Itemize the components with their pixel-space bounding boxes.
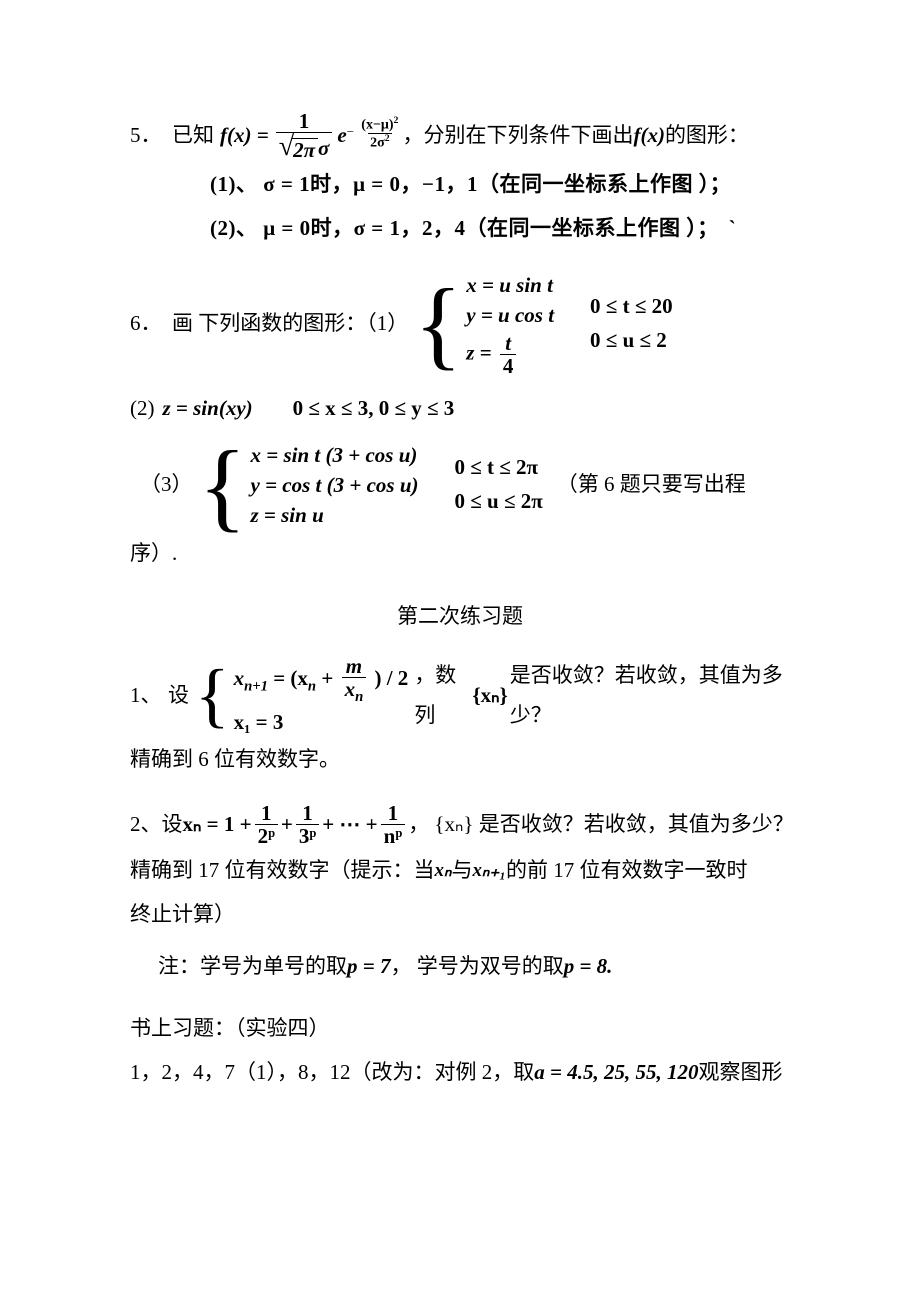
- s2q1-pre: 设: [168, 676, 189, 716]
- q6-cond1: 0 ≤ t ≤ 20 0 ≤ u ≤ 2: [590, 290, 673, 357]
- q6-p2-label: (2): [130, 389, 155, 429]
- s2q1-line2: 精确到 6 位有效数字。: [130, 740, 790, 780]
- q5-e: e: [337, 116, 346, 156]
- s2q1-sys: { xn+1 = (xn + m xn ) / 2 x₁ = 3: [195, 655, 408, 736]
- q6-p2-cond: 0 ≤ x ≤ 3, 0 ≤ y ≤ 3: [293, 389, 455, 429]
- backtick-mark: `: [729, 209, 736, 249]
- q6-p2-expr: z = sin(xy): [163, 389, 253, 429]
- q5-sqrt: √ 2π: [279, 133, 318, 161]
- s2q2-number: 2、: [130, 805, 162, 845]
- s2q1-l2: x₁ = 3: [234, 708, 409, 736]
- s2q2-pre: 设: [162, 805, 183, 845]
- section2-title: 第二次练习题: [130, 597, 790, 637]
- s2q2-tail: ， {xₙ} 是否收敛？若收敛，其值为多少？: [408, 805, 794, 845]
- left-brace-icon-3: {: [199, 448, 247, 523]
- s2q1-frac: m xn: [342, 655, 367, 706]
- q5-exp-frac: (x−μ)2 2σ2: [359, 116, 400, 150]
- q6-line1: 6． 画 下列函数的图形：（1） { x = u sin t y = u cos…: [130, 271, 790, 377]
- book-title: 书上习题：（实验四）: [130, 1009, 790, 1049]
- q5-flhs: f(x) =: [220, 116, 269, 156]
- q6-cond3-c1: 0 ≤ t ≤ 2π: [455, 451, 543, 485]
- q6-p3-label: （3）: [140, 465, 193, 505]
- s2q2-f2: 1 3ᵖ: [296, 802, 319, 847]
- q6-sys3: { x = sin t (3 + cos u) y = cos t (3 + c…: [199, 441, 419, 530]
- q5-fx: f(x): [633, 116, 664, 156]
- q5-sigma: σ: [318, 136, 329, 160]
- q5-prefix: 已知: [172, 116, 214, 156]
- q6-tailnote: （第 6 题只要写出程: [557, 465, 746, 505]
- s2q1-line: 1、 设 { xn+1 = (xn + m xn ) / 2 x₁ = 3 ，数…: [130, 655, 790, 736]
- book-line: 1，2，4，7（1），8，12（改为：对例 2，取 a = 4.5, 25, 5…: [130, 1053, 790, 1093]
- q6-part3: （3） { x = sin t (3 + cos u) y = cos t (3…: [130, 441, 790, 530]
- q6-cond1-c1: 0 ≤ t ≤ 20: [590, 290, 673, 324]
- q5-line: 5． 已知 f(x) = 1 √ 2π σ e − (x−μ)2 2σ2 ，分别…: [130, 110, 790, 161]
- s2q2-line2: 精确到 17 位有效数字（提示：当 xₙ 与 xₙ₊₁ 的前 17 位有效数字一…: [130, 851, 790, 891]
- s2q1-sys-lines: xn+1 = (xn + m xn ) / 2 x₁ = 3: [234, 655, 409, 736]
- q6-sys3-lines: x = sin t (3 + cos u) y = cos t (3 + cos…: [251, 441, 419, 530]
- q6-number: 6．: [130, 304, 172, 344]
- q6-cond3-c2: 0 ≤ u ≤ 2π: [455, 485, 543, 519]
- s2q1-l2text: 精确到 6 位有效数字。: [130, 740, 340, 780]
- q5-exp-bot: 2σ2: [368, 133, 392, 151]
- q5-frac-den: √ 2π σ: [276, 132, 333, 161]
- q6-tail2-text: 序）.: [130, 534, 177, 574]
- q6-sys1-frac: t 4: [500, 332, 517, 377]
- q5-sqrt-inner: 2π: [292, 138, 318, 161]
- s2q2-note: 注：学号为单号的取 p = 7 ， 学号为双号的取 p = 8.: [130, 947, 790, 987]
- q6-sys1-lines: x = u sin t y = u cos t z = t 4: [466, 271, 554, 377]
- q6-sys3-l1: x = sin t (3 + cos u): [251, 441, 419, 469]
- q6-sys1-l2: y = u cos t: [466, 301, 554, 329]
- q5-sub1-text: (1)、 σ = 1时，μ = 0，−1，1（在同一坐标系上作图 ）；: [210, 165, 731, 205]
- q5-main-fraction: 1 √ 2π σ: [276, 110, 333, 161]
- q6-cond1-c2: 0 ≤ u ≤ 2: [590, 324, 673, 358]
- s2q2-f3: 1 nᵖ: [381, 802, 406, 847]
- q5-exp-top: (x−μ)2: [359, 116, 400, 133]
- s2q1-number: 1、: [130, 676, 168, 716]
- q5-exp-minus: −: [347, 125, 354, 140]
- q6-sys3-l2: y = cos t (3 + cos u): [251, 471, 419, 499]
- q6-intro: 画 下列函数的图形：（1）: [172, 304, 408, 344]
- q5-number: 5．: [130, 116, 172, 156]
- q5-mid: ，分别在下列条件下画出: [402, 116, 633, 156]
- s2q1-mid: ，数列: [414, 656, 470, 736]
- left-brace-icon: {: [414, 286, 462, 361]
- s2q1-q: 是否收敛？若收敛，其值为多少？: [510, 656, 790, 736]
- q6-part2: (2) z = sin(xy) 0 ≤ x ≤ 3, 0 ≤ y ≤ 3: [130, 389, 790, 429]
- q6-sys1-l1: x = u sin t: [466, 271, 554, 299]
- s2q2-line: 2、 设 xₙ = 1 + 1 2ᵖ + 1 3ᵖ + ⋯ + 1 nᵖ ， {…: [130, 802, 790, 847]
- q6-sys3-l3: z = sin u: [251, 501, 419, 529]
- left-brace-icon-s2q1: {: [195, 667, 230, 725]
- s2q2-f1: 1 2ᵖ: [255, 802, 278, 847]
- q5-sub2-text: (2)、 μ = 0时，σ = 1，2，4（在同一坐标系上作图 ）；: [210, 209, 719, 249]
- q5-exponent: − (x−μ)2 2σ2: [347, 116, 403, 150]
- q5-frac-num: 1: [296, 110, 313, 132]
- q5-sub1: (1)、 σ = 1时，μ = 0，−1，1（在同一坐标系上作图 ）；: [130, 165, 790, 205]
- s2q1-set: {xₙ}: [472, 676, 507, 716]
- s2q2-line3: 终止计算）: [130, 895, 790, 935]
- s2q1-l1: xn+1 = (xn + m xn ) / 2: [234, 655, 409, 706]
- q6-cond3: 0 ≤ t ≤ 2π 0 ≤ u ≤ 2π: [455, 451, 543, 518]
- q6-sys1-l3: z = t 4: [466, 332, 554, 377]
- q5-sub2: (2)、 μ = 0时，σ = 1，2，4（在同一坐标系上作图 ）； `: [130, 209, 790, 249]
- q5-tail: 的图形：: [665, 116, 749, 156]
- q6-sys1: { x = u sin t y = u cos t z = t 4: [414, 271, 554, 377]
- s2q2-xn: xₙ = 1 +: [183, 805, 252, 845]
